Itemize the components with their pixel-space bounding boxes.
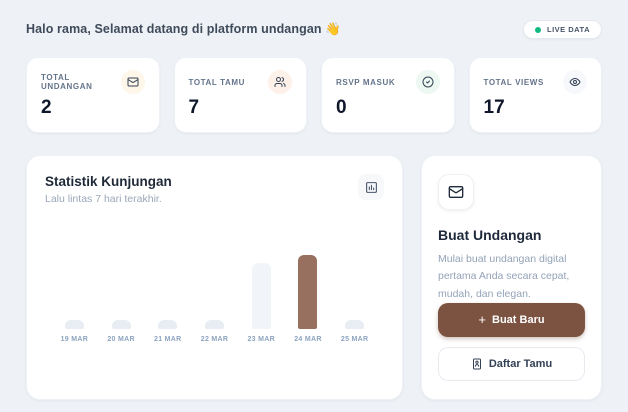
live-status-dot-icon [535, 26, 542, 33]
statistik-kunjungan-panel: Statistik Kunjungan Lalu lintas 7 hari t… [26, 155, 403, 400]
chart-bar-24-mar [298, 255, 318, 329]
stat-card-rsvp-masuk: RSVP MASUK 0 [321, 57, 455, 133]
chart-x-label: 23 MAR [247, 336, 275, 343]
stat-value: 2 [41, 97, 52, 118]
chart-column: 23 MAR [238, 263, 285, 343]
live-data-badge: LIVE DATA [523, 20, 602, 39]
chart-x-label: 21 MAR [154, 336, 182, 343]
chart-column: 24 MAR [285, 255, 332, 343]
chart-column: 19 MAR [51, 320, 98, 343]
daftar-tamu-label: Daftar Tamu [488, 357, 553, 370]
users-icon [268, 70, 292, 94]
chart-bar-23-mar [251, 263, 271, 329]
stat-label: RSVP MASUK [336, 77, 396, 87]
chart-x-label: 22 MAR [200, 336, 229, 343]
chart-column: 20 MAR [98, 320, 145, 343]
stat-card-total-tamu: TOTAL TAMU 7 [173, 57, 307, 133]
chart-bar-22-mar [205, 320, 225, 329]
contact-book-icon [471, 358, 483, 370]
bar-chart: 19 MAR 20 MAR 21 MAR 22 MAR 23 MAR 24 MAR 25 M… [45, 255, 384, 343]
check-circle-icon [415, 70, 440, 94]
cta-title: Buat Undangan [438, 227, 542, 243]
chart-x-label: 20 MAR [107, 336, 135, 343]
cta-description: Mulai buat undangan digital pertama Anda… [438, 253, 570, 300]
chart-x-label: 19 MAR [60, 336, 89, 343]
chart-column: 25 MAR [331, 320, 378, 343]
chart-bar-20-mar [111, 320, 131, 329]
stat-card-total-undangan: TOTAL UNDANGAN 2 [26, 57, 160, 133]
plus-icon: + [478, 312, 487, 328]
stat-value: 0 [336, 97, 347, 118]
eye-icon [563, 70, 587, 94]
greeting-text: Halo rama, Selamat datang di platform un… [26, 22, 341, 36]
chart-x-label: 24 MAR [294, 336, 322, 343]
chart-column: 21 MAR [144, 320, 191, 343]
chart-x-label: 25 MAR [340, 336, 369, 343]
mail-icon [438, 174, 474, 210]
live-data-label: LIVE DATA [547, 25, 590, 34]
main-row: Statistik Kunjungan Lalu lintas 7 hari t… [26, 155, 602, 400]
chart-subtitle: Lalu lintas 7 hari terakhir. [45, 193, 162, 205]
stat-card-total-views: TOTAL VIEWS 17 [468, 57, 602, 133]
stats-row: TOTAL UNDANGAN 2 TOTAL TAMU 7 RSVP MASUK [26, 57, 602, 133]
bar-chart-icon [358, 174, 384, 200]
stat-value: 17 [483, 97, 505, 118]
chart-bar-21-mar [158, 320, 178, 329]
chart-bar-19-mar [64, 320, 84, 329]
stat-label: TOTAL UNDANGAN [41, 73, 93, 91]
daftar-tamu-button[interactable]: Daftar Tamu [438, 346, 585, 381]
chart-column: 22 MAR [191, 320, 238, 343]
buat-undangan-panel: Buat Undangan Mulai buat undangan digita… [421, 155, 602, 400]
stat-label: TOTAL VIEWS [483, 77, 544, 87]
stat-value: 7 [188, 97, 200, 118]
mail-icon [120, 70, 145, 94]
topbar: Halo rama, Selamat datang di platform un… [26, 20, 602, 39]
chart-title: Statistik Kunjungan [45, 174, 172, 189]
chart-bar-25-mar [345, 320, 365, 329]
buat-baru-label: Buat Baru [492, 313, 545, 326]
buat-baru-button[interactable]: + Buat Baru [438, 302, 585, 337]
stat-label: TOTAL TAMU [188, 77, 246, 87]
